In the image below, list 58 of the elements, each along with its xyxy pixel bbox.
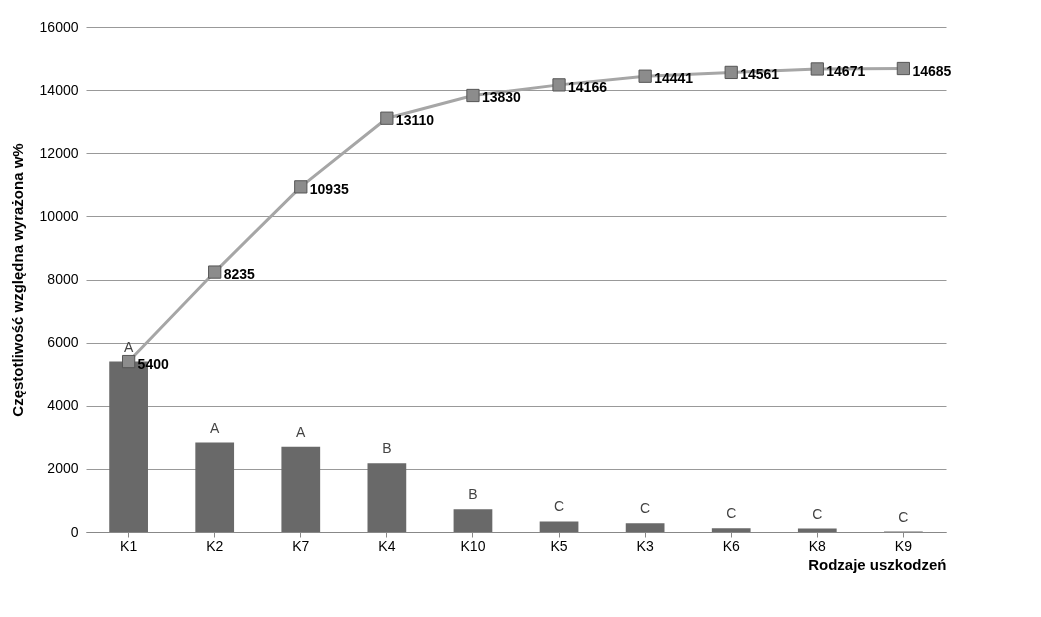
x-tick-label: K9 (894, 537, 913, 554)
point (380, 111, 394, 125)
annotation: C (726, 505, 737, 522)
bar (625, 523, 665, 532)
data-label: 10935 (309, 180, 349, 197)
point (552, 78, 566, 92)
x-tick-label: K7 (292, 537, 310, 554)
annotation: C (898, 508, 909, 525)
bar (453, 509, 493, 532)
point (638, 69, 652, 83)
x-tick-label: K10 (460, 537, 486, 554)
annotation: C (553, 498, 565, 515)
data-label: 14671 (826, 62, 866, 79)
x-tick-label: K8 (808, 537, 827, 554)
y-tick-label: 12000 (39, 144, 79, 161)
y-tick-label: 10000 (39, 207, 79, 224)
y-tick-label: 0 (70, 523, 79, 540)
data-label: 14561 (740, 66, 780, 83)
bar (539, 521, 579, 532)
x-tick-label: K3 (636, 537, 654, 554)
data-label: 8235 (223, 266, 256, 283)
y-axis-title: Częstotliwość względna wyrażona w% (8, 143, 26, 417)
annotation: C (812, 505, 823, 522)
annotation: B (382, 440, 392, 457)
point (121, 354, 136, 369)
point (208, 265, 222, 279)
data-label: 14685 (912, 62, 952, 79)
annotation: A (296, 423, 307, 440)
y-tick-label: 8000 (47, 271, 79, 287)
bar (367, 463, 407, 532)
data-label: 13110 (395, 112, 435, 129)
point (294, 180, 308, 194)
data-label: 13830 (481, 89, 522, 106)
x-tick-label: K2 (206, 537, 224, 554)
y-tick-label: 6000 (47, 334, 79, 351)
annotation: B (468, 486, 478, 503)
y-tick-label: 14000 (39, 81, 79, 98)
bar (281, 446, 321, 532)
point (466, 88, 480, 103)
data-label: 14441 (654, 70, 694, 87)
y-tick-label: 16000 (39, 18, 79, 35)
point (724, 65, 738, 80)
annotation: C (640, 500, 651, 517)
annotation: A (210, 419, 221, 436)
x-tick-label: K4 (378, 537, 396, 554)
y-tick-label: 2000 (47, 460, 79, 477)
data-label: 14166 (568, 78, 608, 95)
x-tick-label: K6 (722, 537, 740, 554)
x-tick-label: K1 (120, 537, 138, 554)
x-tick-label: K5 (550, 537, 568, 554)
point (810, 62, 824, 76)
point (896, 61, 911, 76)
bar (711, 528, 751, 532)
data-label: 5400 (137, 355, 169, 372)
x-axis-title: Rodzaje uszkodzeń (808, 555, 947, 573)
y-tick-label: 4000 (47, 397, 79, 414)
annotation: A (123, 338, 134, 355)
bar (195, 442, 235, 532)
